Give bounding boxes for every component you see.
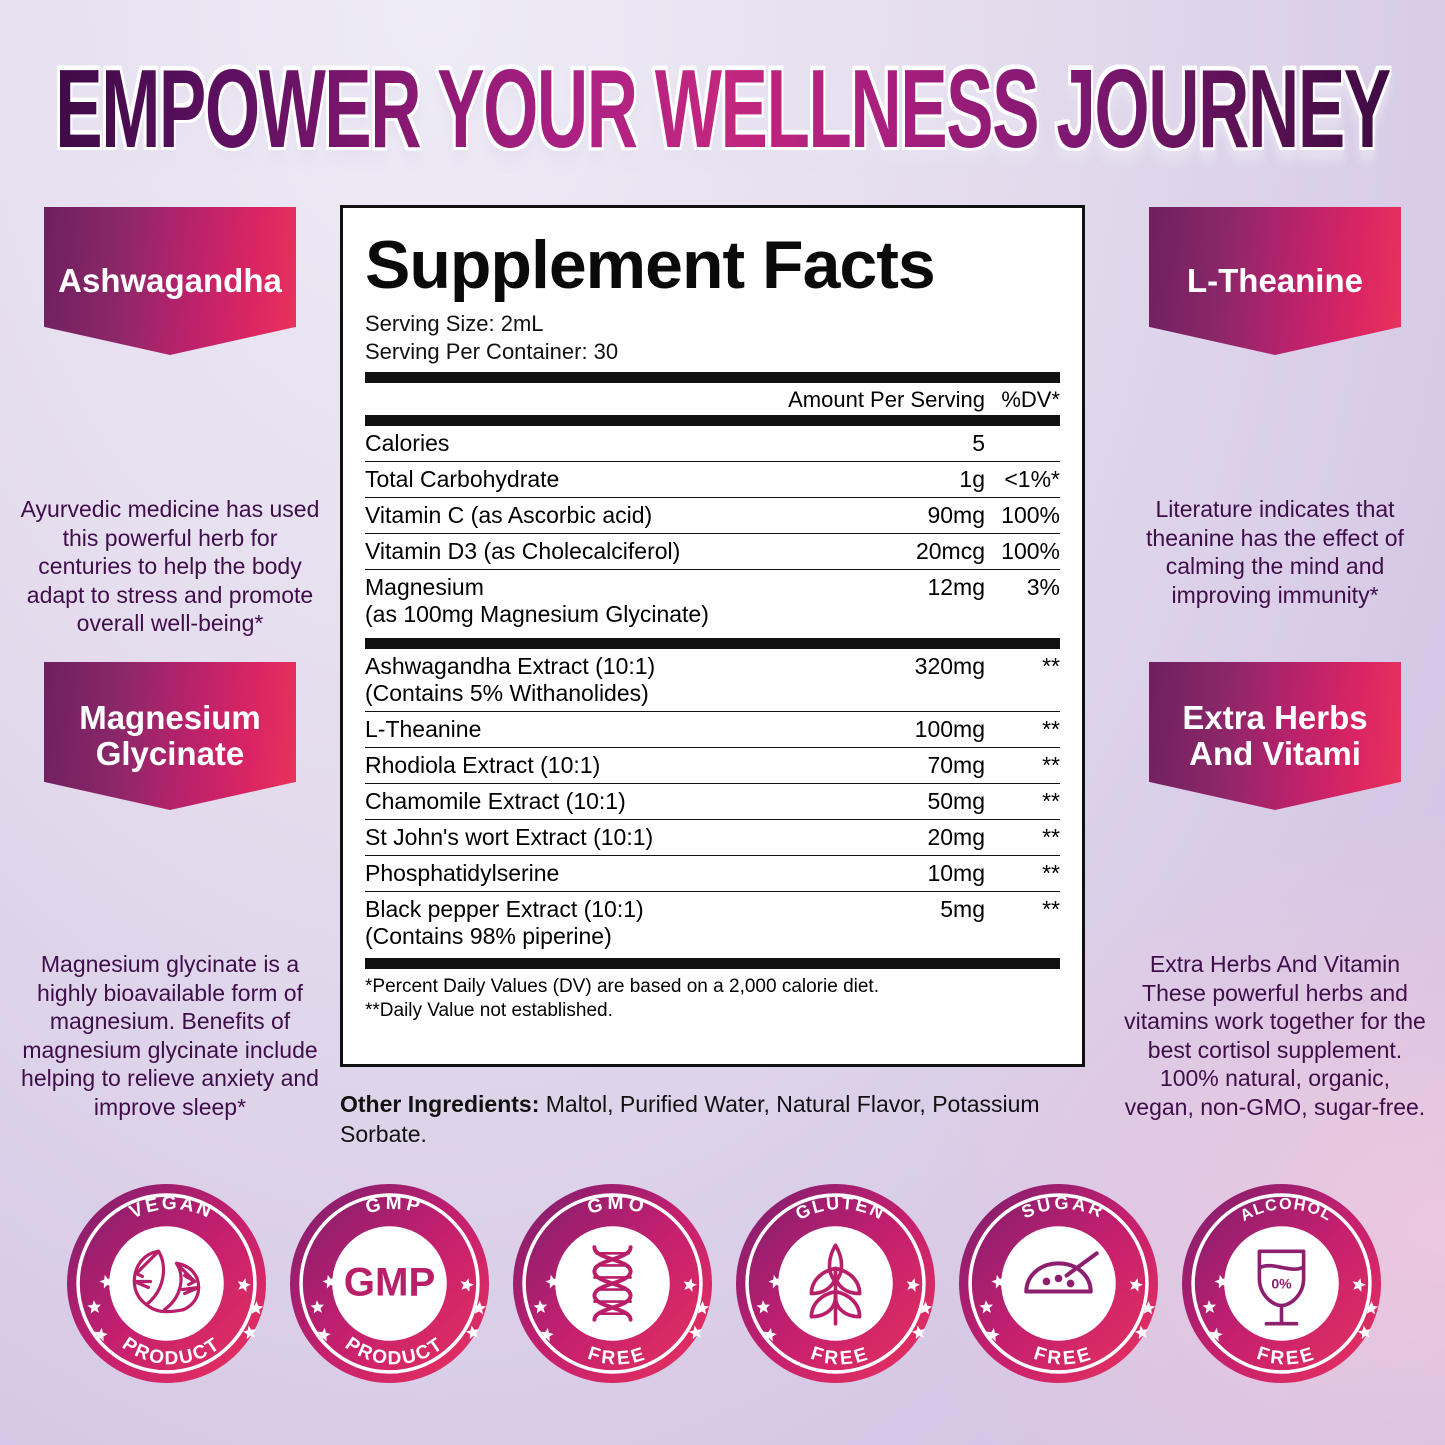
svg-text:0%: 0%: [1271, 1276, 1292, 1292]
svg-text:GMP: GMP: [343, 1260, 435, 1305]
